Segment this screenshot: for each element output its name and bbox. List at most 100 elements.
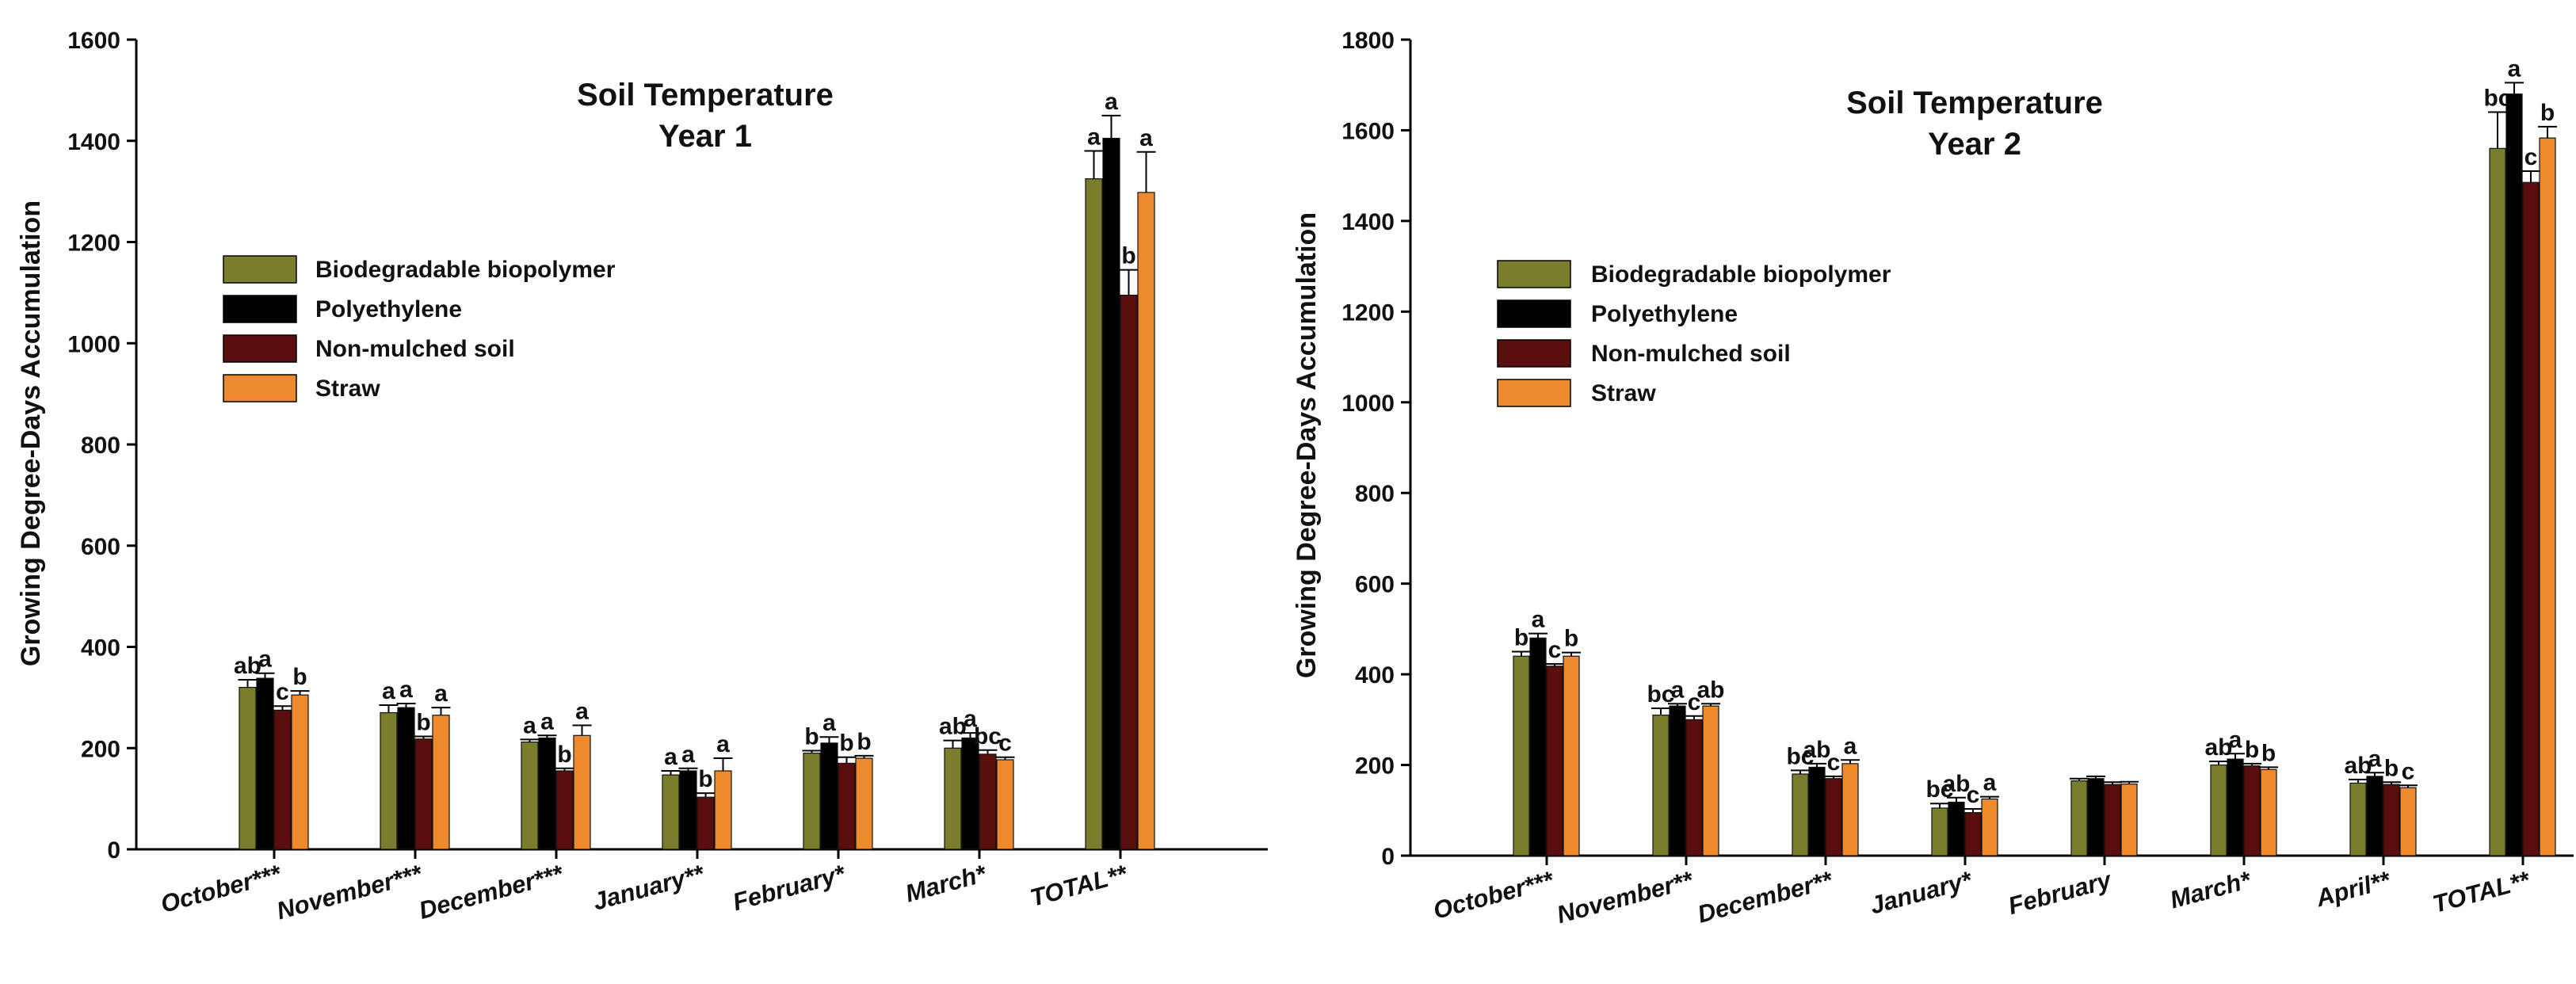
- chart-title: Soil Temperature: [577, 78, 834, 113]
- bar-non-mulched-soil-january: [696, 796, 715, 850]
- bar-non-mulched-soil-october: [1546, 666, 1563, 856]
- chart-panel-year-2: Soil Temperature Year 2 Growing Degree-D…: [1292, 28, 2574, 929]
- bar-polyethylene-november: [1669, 705, 1686, 856]
- x-tick-label-october: October***: [1430, 865, 1558, 924]
- significance-letter-biodegradable-biopolymer-december: a: [523, 712, 536, 738]
- bar-biodegradable-biopolymer-february: [2070, 780, 2088, 856]
- chart-title: Soil Temperature: [1846, 86, 2103, 120]
- x-tick-label-total: TOTAL**: [1027, 859, 1131, 912]
- significance-letter-non-mulched-soil-january: c: [1967, 782, 1980, 808]
- legend-swatch-non-mulched-soil: [1497, 339, 1571, 368]
- legend-label-biodegradable-biopolymer: Biodegradable biopolymer: [1591, 261, 1891, 288]
- bar-straw-april: [2399, 787, 2417, 856]
- significance-letter-biodegradable-biopolymer-march: ab: [939, 714, 967, 740]
- legend-swatch-straw: [1497, 379, 1571, 407]
- bar-polyethylene-april: [2366, 776, 2383, 856]
- y-tick-label: 800: [1355, 481, 1395, 507]
- significance-letter-straw-december: a: [1844, 733, 1857, 759]
- bar-non-mulched-soil-total: [2522, 181, 2540, 856]
- bar-polyethylene-february: [820, 742, 838, 850]
- bar-polyethylene-total: [1102, 137, 1120, 850]
- significance-letter-straw-total: a: [1139, 125, 1153, 151]
- bar-polyethylene-october: [256, 677, 274, 850]
- bar-straw-total: [1137, 192, 1155, 850]
- significance-letter-straw-march: b: [2261, 740, 2276, 766]
- significance-letter-biodegradable-biopolymer-april: ab: [2344, 753, 2372, 779]
- significance-letter-polyethylene-november: a: [1671, 677, 1685, 703]
- bar-biodegradable-biopolymer-april: [2349, 782, 2367, 856]
- y-tick-label: 200: [81, 736, 120, 762]
- y-tick-label: 1600: [67, 28, 120, 54]
- bar-non-mulched-soil-march: [2243, 765, 2261, 856]
- bar-biodegradable-biopolymer-january: [1931, 807, 1948, 856]
- significance-letter-straw-november: a: [434, 681, 448, 707]
- bar-straw-march: [996, 759, 1014, 850]
- bar-non-mulched-soil-october: [273, 709, 292, 850]
- bar-polyethylene-january: [679, 770, 697, 850]
- significance-letter-polyethylene-april: a: [2368, 746, 2382, 772]
- bar-non-mulched-soil-november: [1685, 719, 1703, 856]
- significance-letter-polyethylene-march: a: [2229, 727, 2242, 753]
- significance-letter-biodegradable-biopolymer-january: a: [664, 744, 677, 770]
- significance-letter-polyethylene-october: a: [1532, 607, 1545, 633]
- significance-letter-straw-october: b: [1564, 626, 1578, 652]
- bar-straw-october: [1563, 655, 1580, 856]
- bar-polyethylene-january: [1948, 801, 1965, 856]
- bar-straw-october: [291, 694, 309, 850]
- bar-polyethylene-february: [2087, 778, 2105, 856]
- bar-non-mulched-soil-january: [1964, 812, 1982, 856]
- significance-letter-polyethylene-october: a: [258, 646, 272, 673]
- bar-biodegradable-biopolymer-march: [2210, 764, 2227, 856]
- significance-letter-biodegradable-biopolymer-october: ab: [234, 653, 261, 679]
- significance-letter-non-mulched-soil-january: b: [698, 766, 712, 792]
- legend-swatch-straw: [223, 374, 297, 402]
- bar-straw-december: [1841, 763, 1859, 856]
- significance-letter-polyethylene-december: ab: [1803, 737, 1830, 763]
- legend-label-polyethylene: Polyethylene: [1591, 301, 1738, 327]
- x-tick-label-march: March*: [2167, 865, 2255, 913]
- bar-biodegradable-biopolymer-march: [944, 747, 962, 850]
- x-tick-label-october: October***: [158, 859, 285, 917]
- x-tick-label-december: December**: [1695, 865, 1837, 928]
- significance-letter-straw-january: a: [1983, 770, 1997, 796]
- bar-straw-february: [855, 757, 873, 850]
- significance-letter-straw-october: b: [292, 664, 307, 690]
- significance-letter-straw-march: c: [998, 730, 1012, 757]
- significance-letter-biodegradable-biopolymer-october: b: [1514, 625, 1528, 651]
- bar-biodegradable-biopolymer-total: [2489, 147, 2506, 856]
- bar-biodegradable-biopolymer-november: [1652, 715, 1670, 856]
- legend: Biodegradable biopolymer Polyethylene No…: [223, 255, 616, 402]
- y-tick-label: 1800: [1341, 28, 1395, 54]
- significance-letter-polyethylene-march: a: [964, 706, 977, 732]
- significance-letter-polyethylene-november: a: [399, 677, 413, 703]
- significance-letter-biodegradable-biopolymer-november: a: [382, 678, 395, 704]
- significance-letter-biodegradable-biopolymer-february: b: [804, 723, 819, 749]
- x-tick-label-november: November***: [273, 859, 426, 925]
- bar-non-mulched-soil-november: [414, 738, 433, 850]
- significance-letter-non-mulched-soil-november: b: [416, 710, 430, 736]
- significance-letter-non-mulched-soil-total: b: [1121, 243, 1135, 269]
- legend-label-biodegradable-biopolymer: Biodegradable biopolymer: [315, 257, 616, 283]
- x-tick-label-march: March*: [903, 859, 990, 907]
- bar-polyethylene-march: [961, 737, 979, 850]
- significance-letter-straw-november: ab: [1696, 677, 1724, 703]
- x-tick-label-total: TOTAL**: [2429, 865, 2533, 918]
- y-tick-label: 1000: [67, 331, 120, 357]
- bar-biodegradable-biopolymer-october: [239, 686, 257, 850]
- significance-letter-biodegradable-biopolymer-december: bc: [1786, 743, 1814, 769]
- x-tick-label-december: December***: [416, 859, 567, 924]
- legend-swatch-biodegradable-biopolymer: [1497, 260, 1571, 288]
- significance-letter-non-mulched-soil-december: c: [1827, 749, 1841, 776]
- bar-straw-november: [432, 715, 450, 850]
- bar-non-mulched-soil-december: [555, 770, 574, 850]
- y-tick-label: 0: [107, 837, 120, 864]
- legend-label-straw: Straw: [1591, 380, 1656, 406]
- bar-straw-february: [2120, 783, 2138, 856]
- significance-letter-polyethylene-january: a: [681, 742, 695, 768]
- significance-letter-non-mulched-soil-total: c: [2524, 144, 2538, 170]
- x-tick-label-january: January*: [1867, 865, 1975, 919]
- significance-letter-non-mulched-soil-november: c: [1688, 689, 1701, 715]
- bar-non-mulched-soil-april: [2383, 784, 2400, 856]
- bar-biodegradable-biopolymer-february: [803, 753, 821, 850]
- significance-letter-non-mulched-soil-march: b: [2245, 737, 2259, 763]
